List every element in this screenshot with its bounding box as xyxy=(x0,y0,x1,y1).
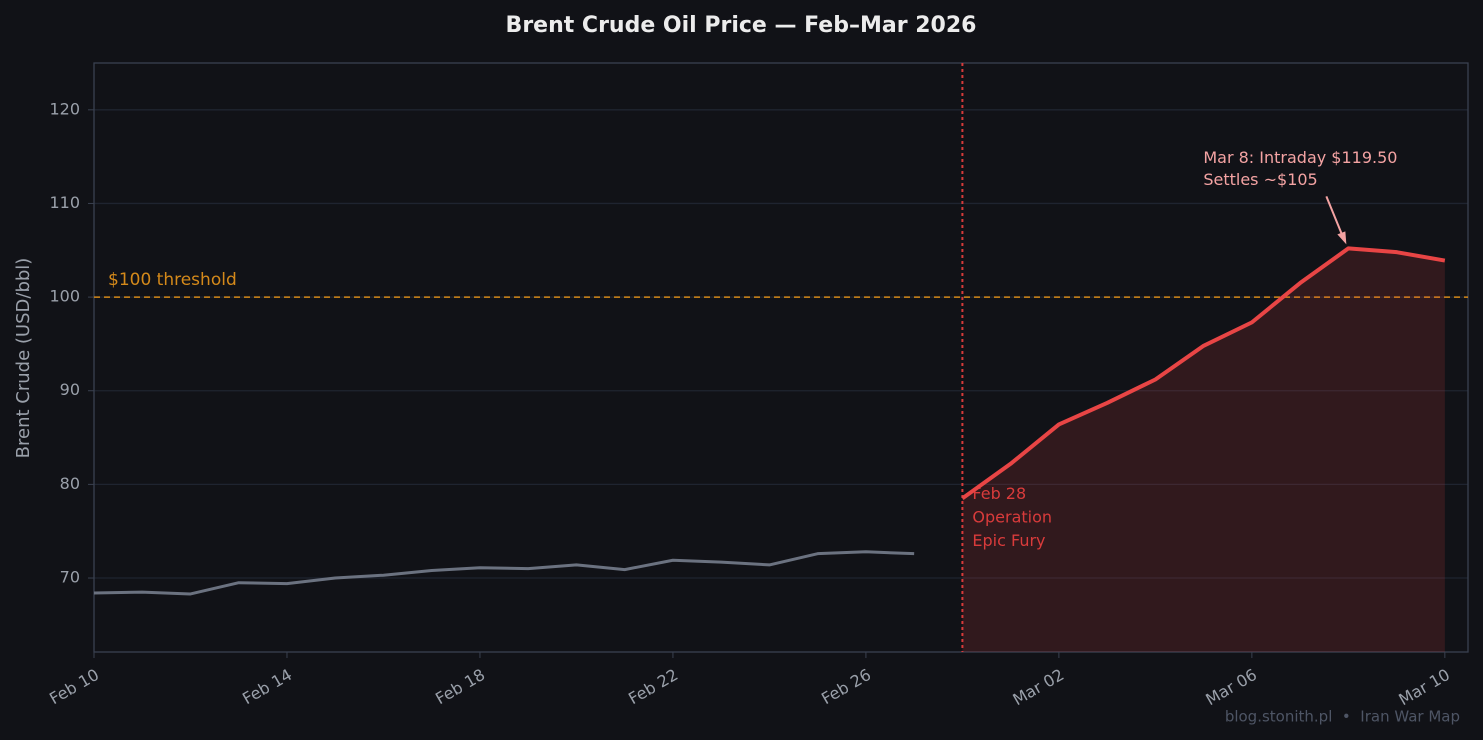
y-tick-label: 100 xyxy=(49,287,80,306)
line xyxy=(93,550,915,596)
footer: blog.stonith.pl • Iran War Map xyxy=(1225,708,1460,726)
event-label: Epic Fury xyxy=(972,531,1045,550)
annotation-label: Mar 8: Intraday $119.50 xyxy=(1203,148,1397,167)
plot-frame xyxy=(93,62,1469,653)
line xyxy=(961,246,1446,501)
y-tick-label: 110 xyxy=(49,193,80,212)
y-tick-label: 70 xyxy=(60,568,80,587)
y-tick-label: 120 xyxy=(49,99,80,118)
y-tick-label: 90 xyxy=(60,380,80,399)
annotation-label: Settles ~$105 xyxy=(1203,170,1317,189)
y-tick-label: 80 xyxy=(60,474,80,493)
event-label: Operation xyxy=(972,507,1052,526)
chart-title: Brent Crude Oil Price — Feb–Mar 2026 xyxy=(506,13,977,38)
event-label: Feb 28 xyxy=(972,484,1026,503)
y-axis-label: Brent Crude (USD/bbl) xyxy=(13,258,34,459)
annotation-arrowhead xyxy=(1337,231,1347,245)
threshold-label: $100 threshold xyxy=(108,270,237,290)
area xyxy=(962,248,1445,653)
